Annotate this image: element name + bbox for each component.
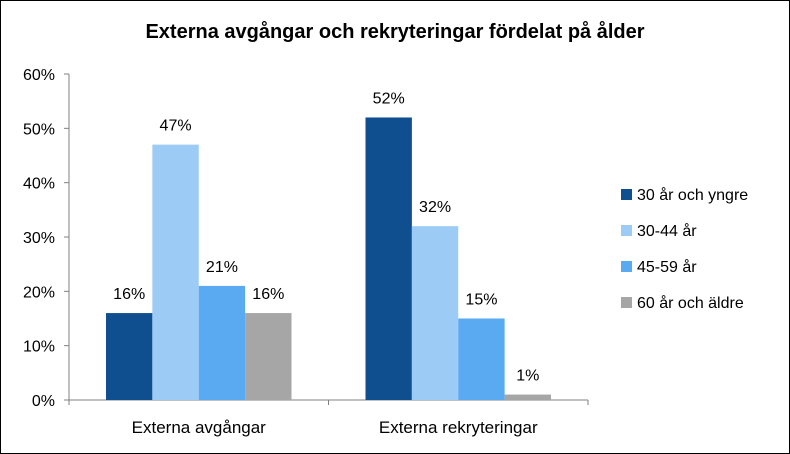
data-label: 32%: [419, 199, 451, 216]
data-label: 15%: [465, 292, 497, 309]
legend-label: 60 år och äldre: [637, 294, 744, 312]
bar: [152, 144, 199, 400]
data-label: 47%: [160, 118, 192, 135]
x-category-label: Externa avgångar: [132, 418, 267, 437]
legend-swatch: [621, 297, 632, 308]
bar: [458, 318, 505, 400]
bar: [411, 226, 459, 400]
data-label: 1%: [516, 368, 539, 385]
legend-swatch: [621, 189, 632, 200]
data-label: 16%: [113, 286, 145, 303]
bar: [365, 117, 412, 400]
y-tick-label: 60%: [23, 67, 55, 84]
y-tick-label: 40%: [23, 176, 55, 193]
bar: [504, 394, 551, 400]
legend-label: 30-44 år: [637, 222, 697, 240]
y-tick-label: 50%: [23, 121, 55, 138]
legend-label: 30 år och yngre: [637, 186, 748, 204]
data-label: 21%: [206, 259, 238, 276]
legend-label: 45-59 år: [637, 258, 697, 276]
legend-swatch: [621, 225, 632, 236]
x-category-label: Externa rekryteringar: [379, 418, 538, 437]
y-tick-label: 10%: [23, 339, 55, 356]
y-tick-label: 30%: [23, 230, 55, 247]
data-label: 52%: [373, 90, 405, 107]
y-tick-label: 20%: [23, 284, 55, 301]
bar: [198, 285, 246, 400]
chart-title: Externa avgångar och rekryteringar förde…: [145, 21, 645, 43]
bar: [245, 313, 292, 400]
bar: [106, 313, 153, 400]
y-tick-label: 0%: [32, 393, 55, 410]
legend-swatch: [621, 261, 632, 272]
data-label: 16%: [252, 286, 284, 303]
